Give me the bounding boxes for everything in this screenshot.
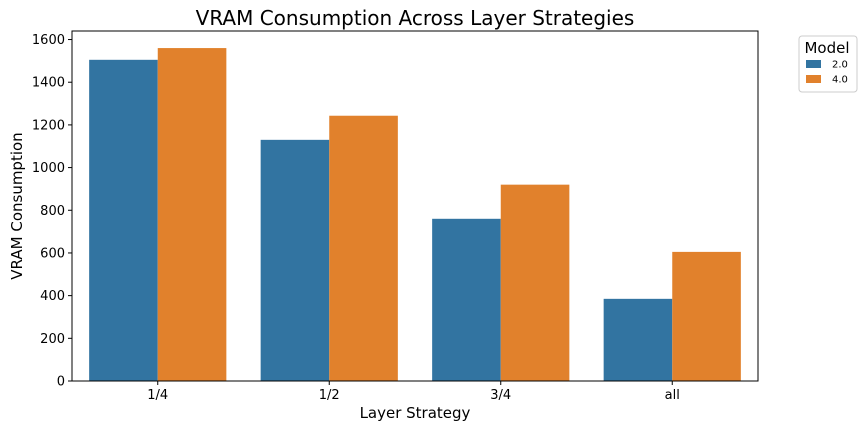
bars-group [89, 48, 741, 382]
y-tick-label: 400 [40, 289, 65, 304]
y-axis: 0 200 400 600 800 1000 1200 1400 1600 [32, 33, 72, 390]
legend: Model 2.0 4.0 [798, 35, 858, 93]
y-tick-label: 1000 [32, 161, 65, 176]
x-axis: 1/4 1/2 3/4 all [147, 381, 680, 403]
bar-4-0-2 [500, 184, 570, 381]
y-tick-label: 0 [57, 375, 65, 390]
chart-title: VRAM Consumption Across Layer Strategies [196, 6, 635, 30]
bar-4-0-3 [672, 251, 741, 381]
bar-2-0-1 [260, 139, 330, 381]
x-tick-label: 3/4 [490, 388, 511, 403]
y-tick-label: 1600 [32, 33, 65, 48]
y-tick-label: 1200 [32, 118, 65, 133]
y-tick-label: 1400 [32, 76, 65, 91]
bar-2-0-3 [603, 298, 673, 381]
legend-label-2-0: 2.0 [832, 60, 848, 71]
bar-4-0-1 [329, 115, 398, 381]
bar-2-0-0 [89, 59, 158, 382]
y-axis-label: VRAM Consumption [8, 132, 26, 279]
bar-4-0-0 [157, 48, 227, 381]
x-tick-label: 1/2 [319, 388, 340, 403]
legend-label-4-0: 4.0 [832, 75, 848, 86]
y-tick-label: 800 [40, 204, 65, 219]
plot-frame [71, 30, 759, 382]
y-tick-label: 600 [40, 246, 65, 261]
legend-swatch-2-0 [806, 60, 821, 68]
x-tick-label: 1/4 [147, 388, 168, 403]
y-tick-label: 200 [40, 332, 65, 347]
legend-swatch-4-0 [806, 75, 821, 83]
x-axis-label: Layer Strategy [360, 404, 471, 422]
x-tick-label: all [665, 388, 680, 403]
legend-title: Model [804, 39, 849, 57]
bar-2-0-2 [432, 218, 501, 381]
